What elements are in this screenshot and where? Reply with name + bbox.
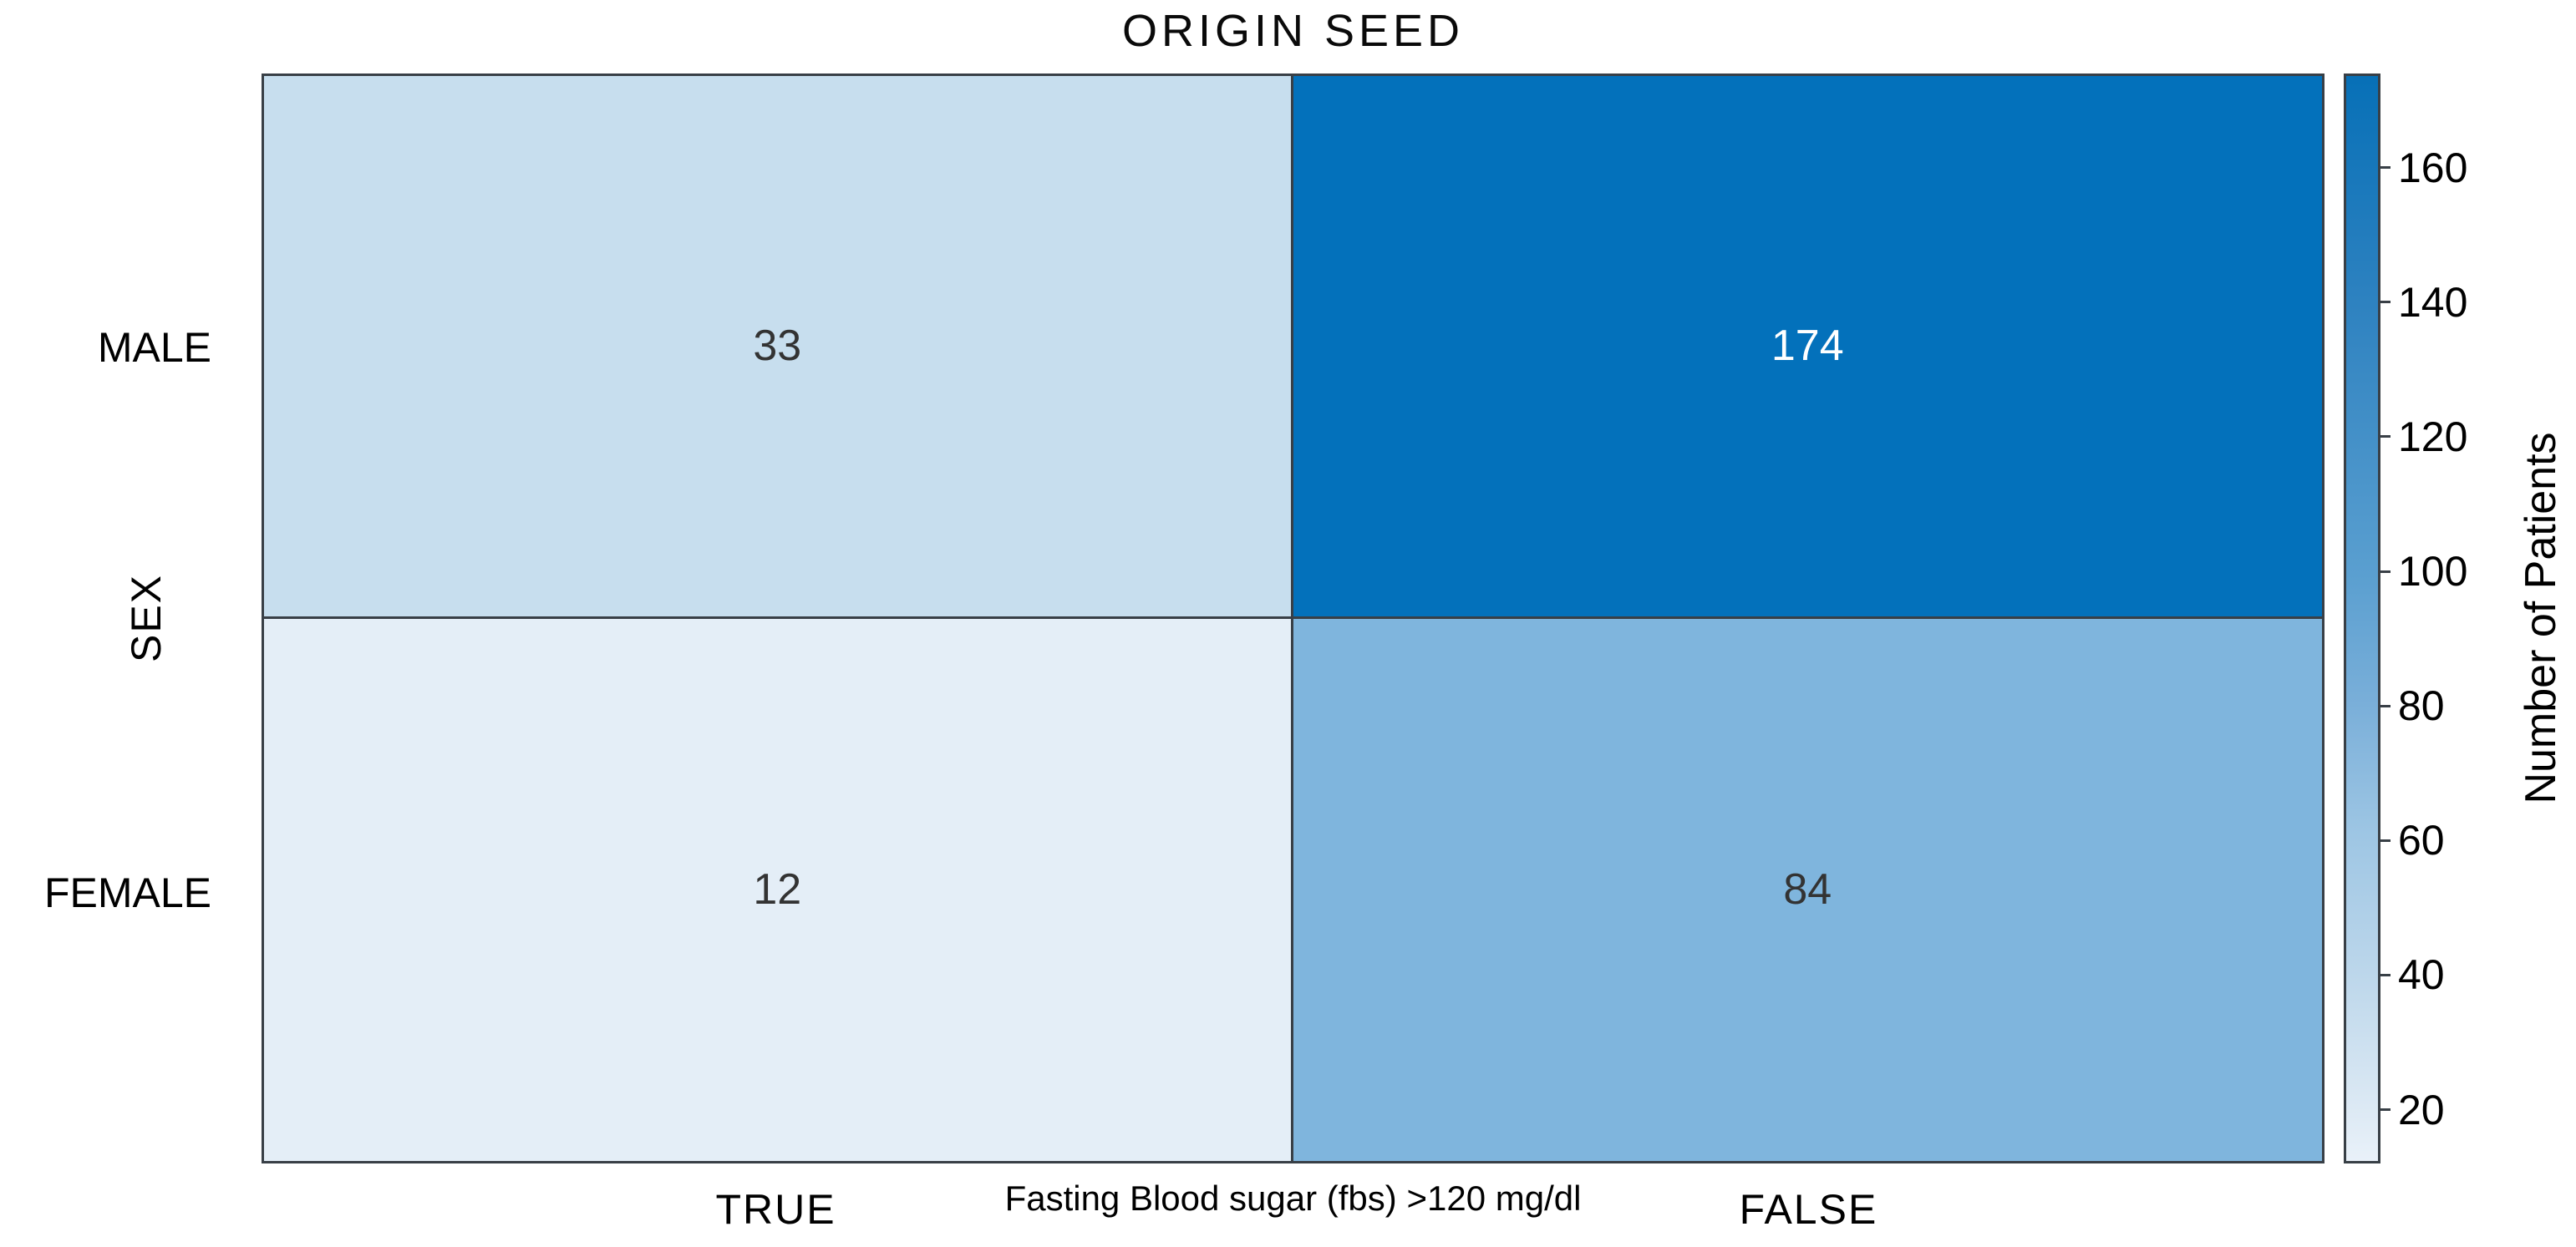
y-axis-label: SEX <box>123 573 170 663</box>
colorbar-tick-mark <box>2378 704 2391 707</box>
chart-title: ORIGIN SEED <box>1121 6 1465 56</box>
x-tick-label-false: FALSE <box>1739 1186 1878 1233</box>
colorbar-tick-mark <box>2378 839 2391 842</box>
heatmap-cell-male-true: 33 <box>264 76 1293 619</box>
heatmap-cell-female-true: 12 <box>264 618 1293 1161</box>
colorbar-tick-label: 40 <box>2398 951 2445 999</box>
cell-value: 174 <box>1771 322 1844 371</box>
colorbar-tick-mark <box>2378 973 2391 976</box>
x-axis-label: Fasting Blood sugar (fbs) >120 mg/dl <box>1004 1179 1582 1218</box>
colorbar-tick-label: 120 <box>2398 413 2468 460</box>
colorbar-tick-mark <box>2378 301 2391 304</box>
colorbar-label: Number of Patients <box>2517 432 2565 804</box>
colorbar-tick-label: 60 <box>2398 817 2445 864</box>
y-tick-label-male: MALE <box>97 324 211 371</box>
heatmap-cell-female-false: 84 <box>1293 618 2322 1161</box>
colorbar-tick-mark <box>2378 166 2391 170</box>
colorbar-tick-label: 80 <box>2398 682 2445 730</box>
cell-value: 12 <box>753 865 802 915</box>
heatmap-grid: 33 174 12 84 <box>262 74 2324 1163</box>
colorbar-tick-mark <box>2378 1108 2391 1112</box>
colorbar-tick-label: 160 <box>2398 144 2468 191</box>
colorbar-tick-mark <box>2378 570 2391 573</box>
x-tick-label-true: TRUE <box>715 1186 836 1233</box>
colorbar-tick-label: 20 <box>2398 1086 2445 1133</box>
cell-value: 33 <box>753 322 802 371</box>
colorbar-tick-label: 100 <box>2398 548 2468 596</box>
cell-value: 84 <box>1783 865 1832 915</box>
colorbar-tick-label: 140 <box>2398 278 2468 326</box>
colorbar-tick-mark <box>2378 435 2391 438</box>
heatmap-cell-male-false: 174 <box>1293 76 2322 619</box>
colorbar-gradient <box>2344 74 2380 1163</box>
colorbar-axis: 160 140 120 100 80 60 40 20 <box>2378 74 2570 1163</box>
y-tick-label-female: FEMALE <box>43 869 211 916</box>
